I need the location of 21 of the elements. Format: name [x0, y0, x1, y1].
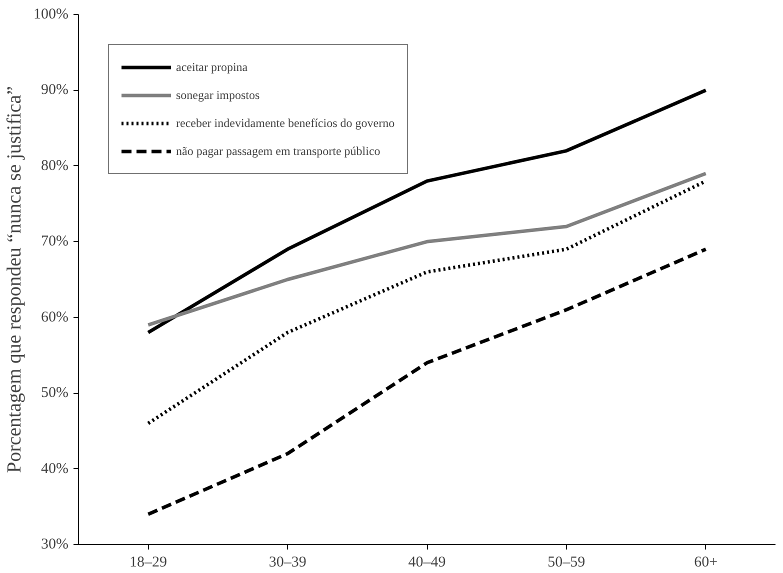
- y-tick-label: 50%: [41, 385, 69, 402]
- x-tick-label: 40–49: [408, 554, 446, 570]
- line-series: [146, 88, 708, 334]
- x-tick-label: 60+: [694, 554, 718, 570]
- y-axis-title: Porcentagem que respondeu “nunca se justifica”: [4, 86, 26, 474]
- legend-label: aceitar propina: [176, 60, 248, 74]
- legend-label: não pagar passagem em transporte público: [176, 144, 380, 158]
- y-tick-label: 70%: [41, 234, 69, 250]
- y-tick-label: 40%: [41, 460, 69, 477]
- line-series: [146, 247, 708, 516]
- x-tick-label: 30–39: [268, 554, 306, 570]
- x-tick-label: 50–59: [548, 554, 586, 570]
- y-tick-label: 60%: [41, 309, 69, 326]
- line-series: [146, 172, 708, 327]
- legend-label: receber indevidamente benefícios do governo: [176, 116, 395, 130]
- legend-label: sonegar impostos: [176, 88, 260, 102]
- x-tick-label: 18–29: [129, 554, 167, 570]
- y-tick-label: 80%: [41, 158, 69, 174]
- y-tick-label: 30%: [41, 536, 69, 552]
- y-tick-label: 90%: [41, 82, 69, 98]
- y-tick-label: 100%: [34, 6, 69, 22]
